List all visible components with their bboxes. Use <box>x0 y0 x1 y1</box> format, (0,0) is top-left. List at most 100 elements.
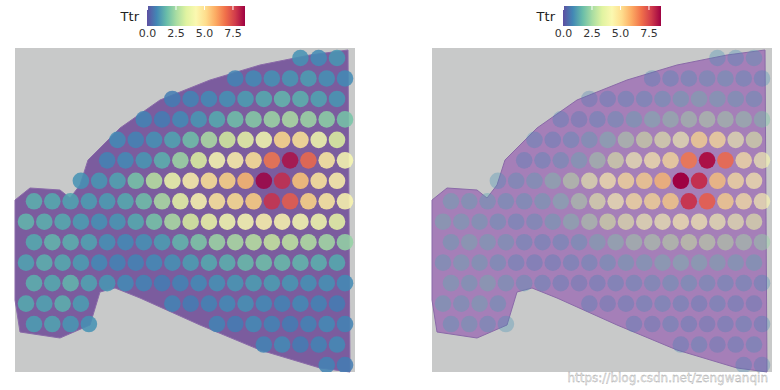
spot <box>201 132 218 149</box>
spot <box>264 152 281 169</box>
spot <box>681 316 698 333</box>
spot <box>329 132 346 149</box>
tissue <box>15 50 350 372</box>
spot <box>219 213 236 230</box>
panel <box>15 48 355 373</box>
spot <box>727 91 744 108</box>
spot <box>318 70 335 87</box>
spot <box>571 234 588 251</box>
spot <box>274 213 291 230</box>
spot <box>300 275 317 292</box>
image-background <box>15 48 355 372</box>
spot <box>245 193 262 210</box>
spot <box>435 213 452 230</box>
spot <box>662 70 679 87</box>
spot <box>264 193 281 210</box>
spot <box>237 132 254 149</box>
spot <box>490 295 507 312</box>
colorbar-axis: 0.02.55.07.5 <box>139 6 246 40</box>
spot <box>318 316 335 333</box>
spot <box>81 234 98 251</box>
spot <box>26 234 43 251</box>
spot <box>727 295 744 312</box>
spot <box>227 316 244 333</box>
spot <box>746 132 763 149</box>
spot <box>699 275 716 292</box>
spot <box>36 295 53 312</box>
spot <box>754 193 771 210</box>
spot <box>135 193 152 210</box>
spot <box>292 213 309 230</box>
spot <box>717 111 734 128</box>
spot <box>54 213 71 230</box>
spot <box>589 111 606 128</box>
spot <box>164 173 181 190</box>
spot <box>329 91 346 108</box>
spot <box>727 173 744 190</box>
spot <box>735 275 752 292</box>
spot <box>182 173 199 190</box>
spot <box>310 336 327 353</box>
spot <box>201 295 218 312</box>
spot <box>526 213 543 230</box>
tick: 2.5 <box>167 6 185 40</box>
spot <box>479 316 496 333</box>
spot <box>644 111 661 128</box>
spot <box>516 275 533 292</box>
spot <box>209 316 226 333</box>
spot <box>154 111 171 128</box>
spot <box>245 70 262 87</box>
spot <box>310 173 327 190</box>
spot <box>699 316 716 333</box>
spot <box>62 316 79 333</box>
spot <box>552 275 569 292</box>
spot <box>219 132 236 149</box>
spot <box>699 152 716 169</box>
spot <box>219 295 236 312</box>
tick-label: 5.0 <box>612 27 630 40</box>
spot <box>563 173 580 190</box>
spot <box>282 316 299 333</box>
spot <box>227 70 244 87</box>
spot <box>563 132 580 149</box>
spot <box>164 213 181 230</box>
spot <box>219 91 236 108</box>
spot <box>654 173 671 190</box>
spot <box>154 152 171 169</box>
spot <box>127 132 144 149</box>
spot <box>746 213 763 230</box>
spots <box>18 50 354 372</box>
spot <box>182 254 199 271</box>
spot <box>300 111 317 128</box>
spot <box>618 173 635 190</box>
spot <box>81 193 98 210</box>
spot <box>746 295 763 312</box>
spot <box>99 152 116 169</box>
spot <box>164 295 181 312</box>
spot <box>581 295 598 312</box>
spot <box>264 70 281 87</box>
spot <box>337 357 354 372</box>
spot <box>26 316 43 333</box>
spot <box>461 316 478 333</box>
spot <box>62 193 79 210</box>
spot <box>256 336 273 353</box>
spot <box>691 295 708 312</box>
spot <box>490 173 507 190</box>
spot <box>618 132 635 149</box>
spot <box>227 234 244 251</box>
spot <box>735 234 752 251</box>
spot <box>26 275 43 292</box>
spot <box>581 213 598 230</box>
spot <box>310 295 327 312</box>
spot <box>691 213 708 230</box>
spot <box>209 234 226 251</box>
spot <box>18 295 35 312</box>
spot <box>443 193 460 210</box>
tick-label: 0.0 <box>139 27 157 40</box>
spot <box>182 91 199 108</box>
spot <box>644 193 661 210</box>
spot <box>135 152 152 169</box>
tick-label: 2.5 <box>583 27 601 40</box>
spot <box>73 213 90 230</box>
